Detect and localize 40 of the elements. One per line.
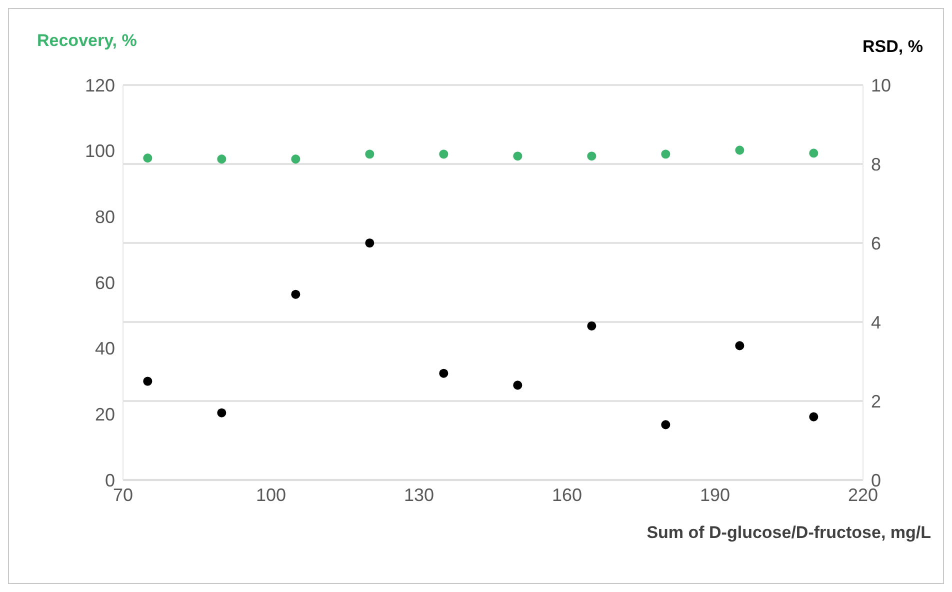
point xyxy=(513,380,522,390)
point xyxy=(513,152,522,161)
x-tick-label: 70 xyxy=(112,484,134,505)
y-tick-label: 120 xyxy=(84,75,115,96)
y2-tick-label: 8 xyxy=(871,154,882,174)
point xyxy=(587,321,596,330)
x-tick-label: 160 xyxy=(552,484,582,505)
point xyxy=(809,148,818,158)
y2-tick-label: 10 xyxy=(871,75,892,96)
y2-tick-label: 2 xyxy=(871,391,882,412)
x-tick-label: 100 xyxy=(256,484,286,505)
point xyxy=(439,150,448,159)
point xyxy=(587,152,596,161)
y-tick-label: 20 xyxy=(94,404,115,425)
point xyxy=(439,368,448,378)
point xyxy=(291,154,300,164)
point xyxy=(217,154,226,164)
y-tick-label: 60 xyxy=(94,272,115,293)
point xyxy=(291,290,300,299)
y2-tick-label: 4 xyxy=(871,312,882,332)
point xyxy=(365,238,374,248)
point xyxy=(143,376,152,386)
y-tick-label: 80 xyxy=(94,207,115,228)
y2-tick-label: 6 xyxy=(871,233,882,254)
point xyxy=(661,420,670,430)
point xyxy=(735,341,744,350)
point xyxy=(143,154,152,163)
point xyxy=(365,150,374,159)
y2-axis-title: RSD, % xyxy=(862,37,923,57)
x-tick-label: 130 xyxy=(404,484,434,505)
point xyxy=(809,412,818,422)
x-axis-title: Sum of D-glucose/D-fructose, mg/L xyxy=(646,523,931,543)
point xyxy=(735,146,744,155)
y-tick-label: 100 xyxy=(84,141,115,162)
y-axis-title: Recovery, % xyxy=(37,31,137,51)
point xyxy=(217,408,226,418)
point xyxy=(661,150,670,159)
x-tick-label: 190 xyxy=(700,484,730,505)
y-tick-label: 40 xyxy=(94,338,115,359)
y-tick-label: 0 xyxy=(104,470,115,490)
